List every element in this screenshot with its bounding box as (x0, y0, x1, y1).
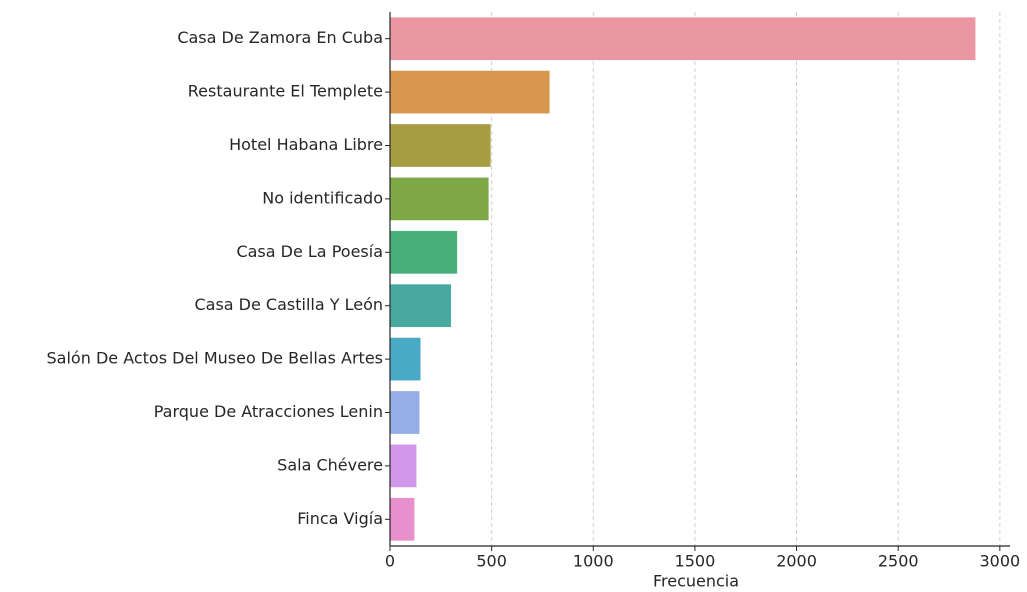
bar (390, 230, 458, 274)
x-tick-label: 1000 (573, 552, 614, 571)
bar (390, 391, 420, 434)
y-tick-label: Casa De Zamora En Cuba (177, 28, 383, 47)
y-tick-label: Salón De Actos Del Museo De Bellas Artes (47, 349, 383, 368)
x-tick-label: 2000 (776, 552, 817, 571)
bar (390, 497, 415, 541)
y-tick-label: Finca Vigía (297, 509, 383, 528)
y-tick-label: Restaurante El Templete (188, 82, 383, 101)
x-tick-label: 1500 (675, 552, 716, 571)
bar (390, 284, 451, 328)
x-tick-label: 2500 (878, 552, 919, 571)
x-tick-label: 0 (385, 552, 395, 571)
y-tick-label: Sala Chévere (277, 455, 383, 474)
y-tick-label: No identificado (262, 188, 383, 207)
bar (390, 177, 489, 221)
bar (390, 17, 976, 61)
bar (390, 124, 491, 167)
y-tick-label: Parque De Atracciones Lenin (154, 402, 383, 421)
x-tick-label: 3000 (979, 552, 1020, 571)
bar (390, 444, 417, 488)
x-tick-label: 500 (476, 552, 507, 571)
bar (390, 70, 550, 114)
x-axis-label: Frecuencia (653, 572, 739, 591)
bar (390, 337, 421, 381)
y-tick-label: Casa De Castilla Y León (194, 295, 383, 314)
y-tick-label: Hotel Habana Libre (229, 135, 383, 154)
y-tick-label: Casa De La Poesía (236, 242, 383, 261)
